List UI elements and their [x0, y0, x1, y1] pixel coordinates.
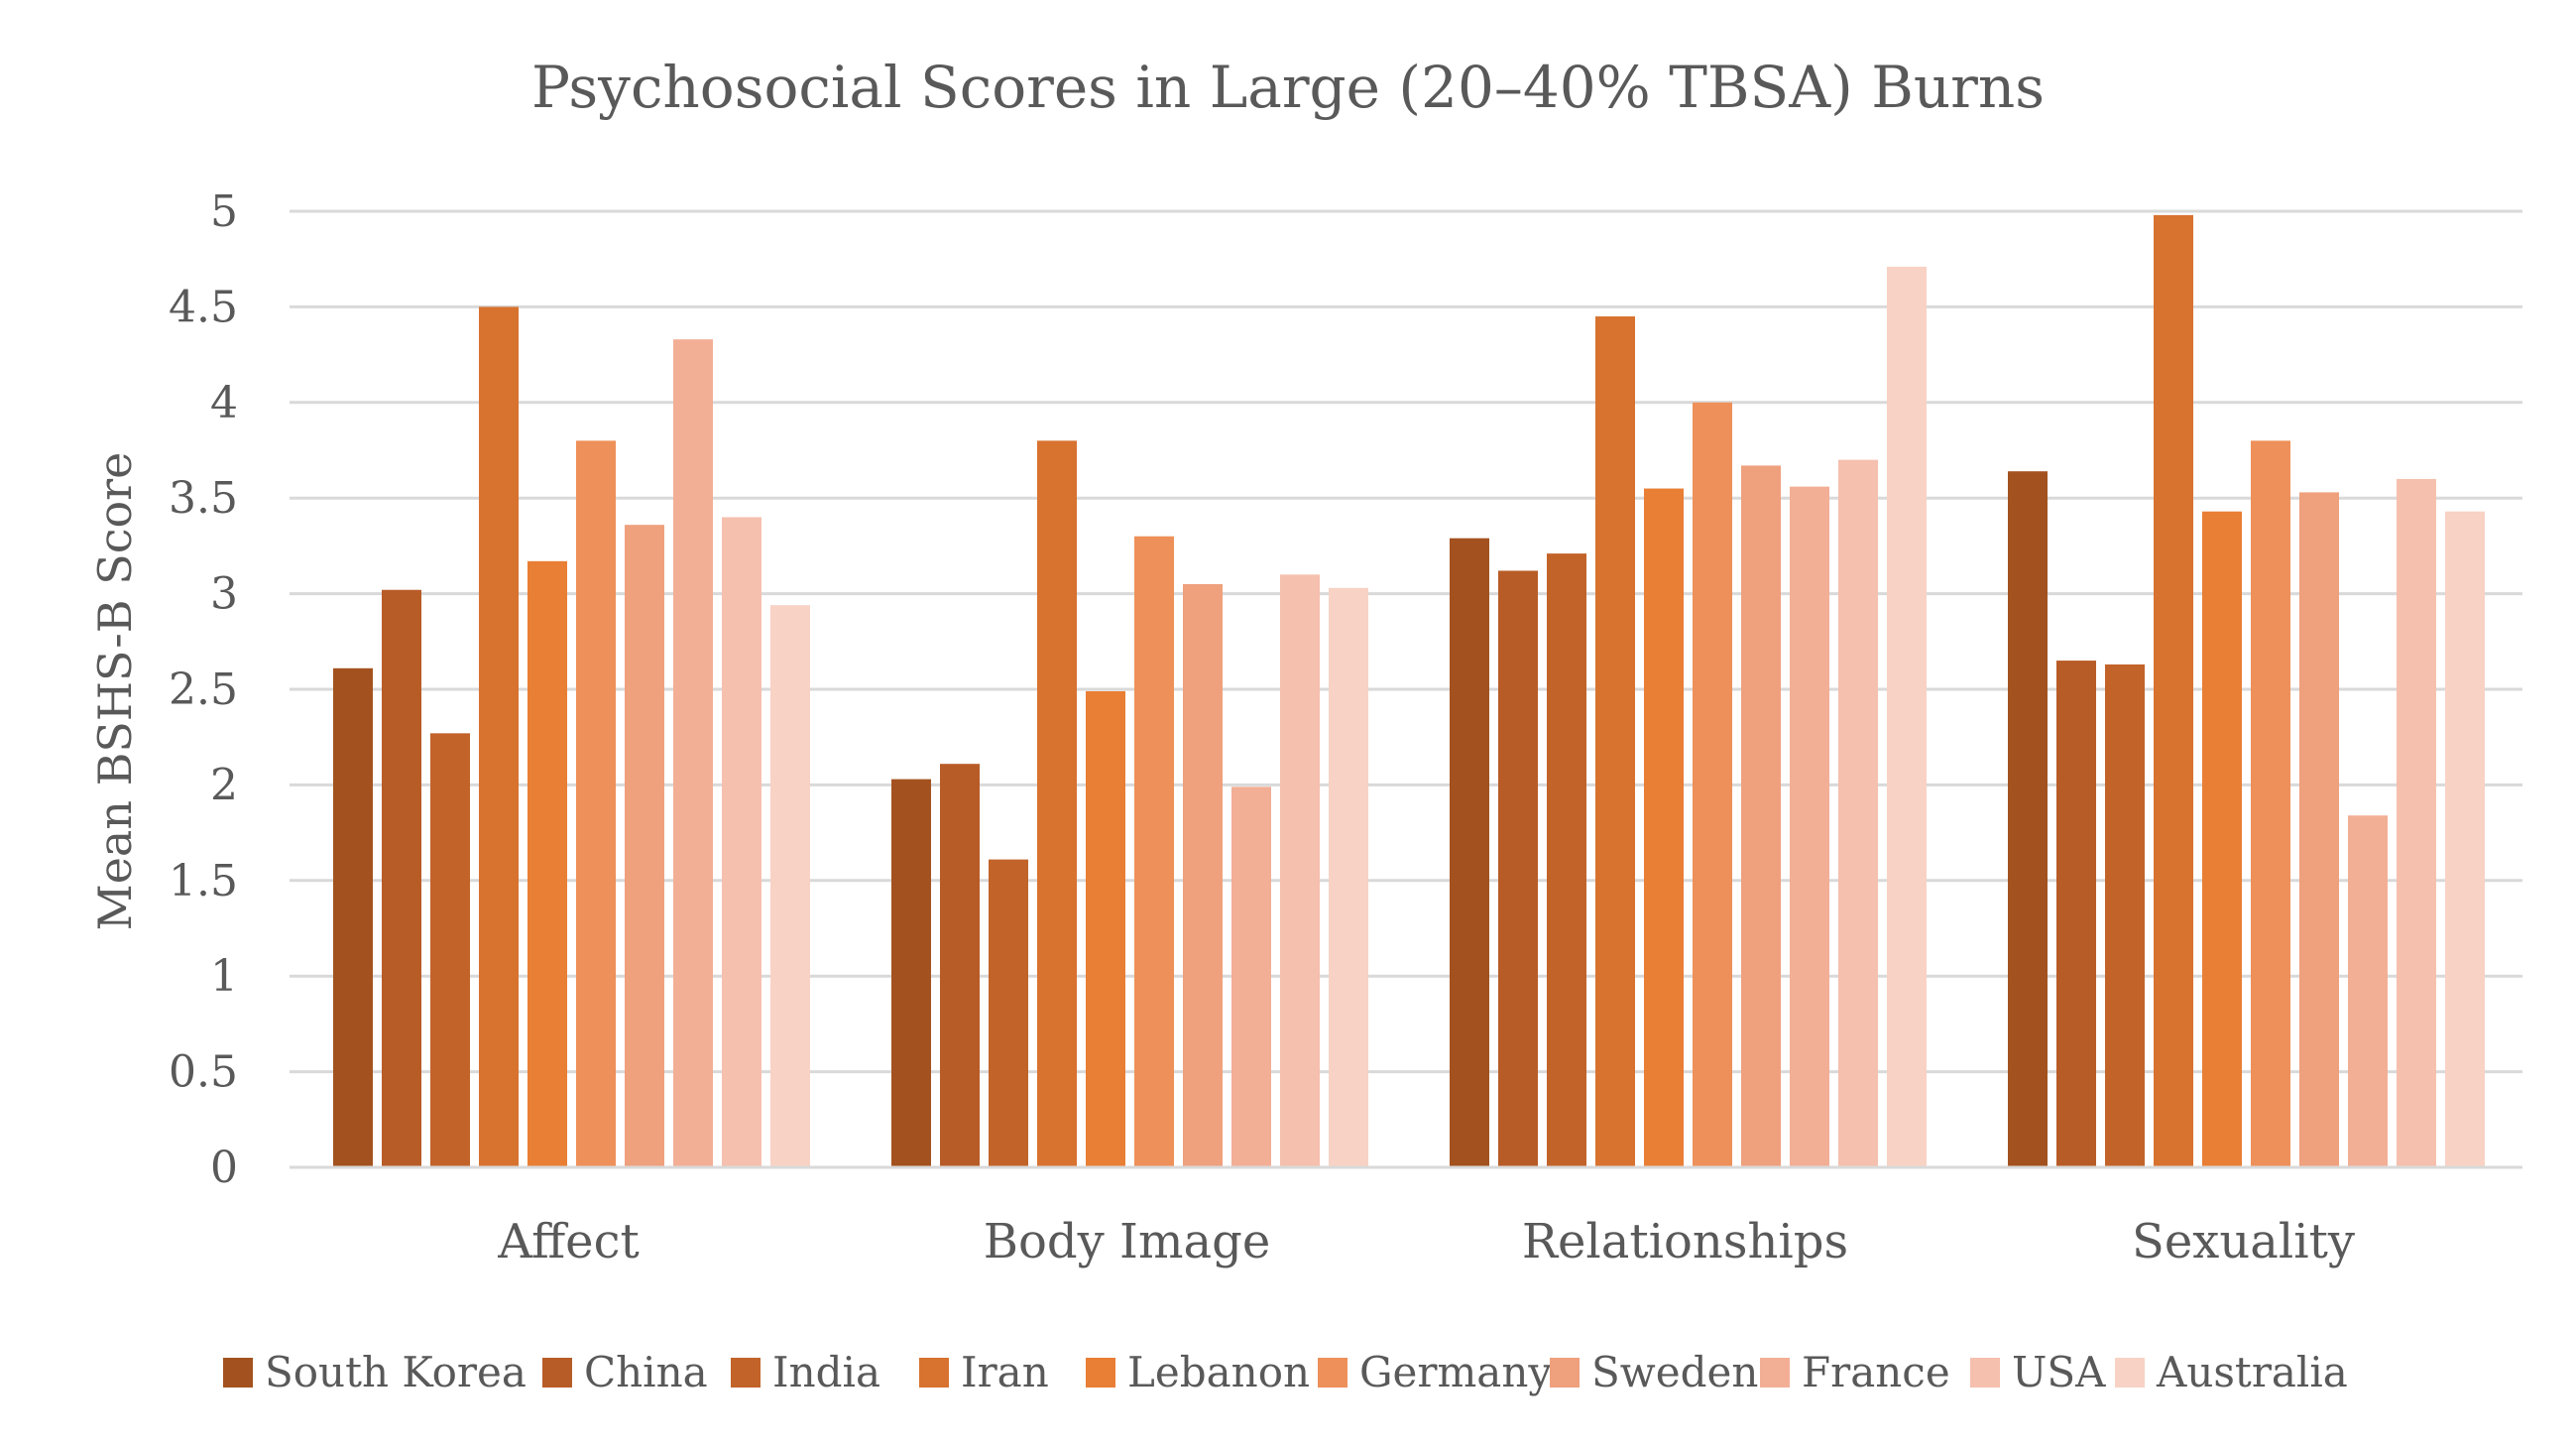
bar [430, 733, 470, 1167]
category-labels: Affect Body Image Relationships Sexuality [497, 1214, 2355, 1269]
legend-item: China [542, 1348, 708, 1396]
bar [1329, 587, 1368, 1167]
y-tick-label: 2.5 [169, 664, 238, 715]
legend-label: India [772, 1348, 880, 1396]
bar [625, 525, 664, 1167]
bar [1183, 583, 1223, 1167]
legend-swatch [1970, 1358, 2000, 1388]
legend-swatch [1550, 1358, 1580, 1388]
bar [527, 560, 567, 1167]
legend-swatch [731, 1358, 761, 1388]
legend-item: Australia [2115, 1348, 2348, 1396]
legend-label: Lebanon [1127, 1348, 1310, 1396]
legend: South Korea China India Iran Lebanon Germany S… [223, 1348, 2348, 1396]
legend-item: France [1760, 1348, 1950, 1396]
y-axis-label: Mean BSHS-B Score [88, 452, 142, 931]
bar [891, 779, 931, 1167]
category-label: Affect [497, 1214, 640, 1269]
bar [1887, 266, 1927, 1167]
bar [989, 859, 1028, 1167]
bar [1450, 538, 1489, 1167]
legend-swatch [919, 1358, 949, 1388]
bar [1547, 553, 1586, 1167]
legend-item: Germany [1318, 1348, 1552, 1396]
legend-item: South Korea [223, 1348, 527, 1396]
bar [2105, 664, 2145, 1167]
bar [1595, 316, 1635, 1167]
bar [2008, 471, 2048, 1167]
bar [1231, 786, 1271, 1167]
bar [1086, 690, 1125, 1167]
bar [940, 764, 980, 1167]
bar [576, 440, 616, 1167]
bar [2397, 478, 2436, 1167]
y-tick-label: 0.5 [169, 1047, 238, 1098]
bar [2056, 661, 2096, 1167]
legend-item: Sweden [1550, 1348, 1758, 1396]
bar [2202, 511, 2242, 1167]
legend-swatch [2115, 1358, 2145, 1388]
bar [673, 339, 713, 1167]
bar [2445, 511, 2485, 1167]
bar [2154, 214, 2193, 1167]
bar [1790, 486, 1829, 1168]
legend-label: Iran [961, 1348, 1049, 1396]
category-label: Body Image [984, 1214, 1271, 1269]
legend-label: Australia [2156, 1348, 2348, 1396]
legend-swatch [1318, 1358, 1347, 1388]
bar [382, 589, 421, 1167]
legend-item: USA [1970, 1348, 2106, 1396]
bar [479, 306, 519, 1167]
bar [2348, 815, 2388, 1167]
legend-item: India [731, 1348, 880, 1396]
category-label: Sexuality [2132, 1214, 2355, 1269]
bar [1693, 402, 1732, 1167]
legend-label: Sweden [1591, 1348, 1758, 1396]
y-tick-label: 2 [210, 760, 238, 810]
y-axis-ticks: 0 0.5 1 1.5 2 2.5 3 3.5 4 4.5 5 [169, 186, 238, 1193]
bar [1741, 465, 1781, 1167]
y-tick-label: 5 [210, 186, 238, 237]
legend-label: France [1802, 1348, 1950, 1396]
y-tick-label: 4.5 [169, 282, 238, 332]
bar [1498, 570, 1538, 1167]
legend-swatch [1086, 1358, 1115, 1388]
bar [2251, 440, 2290, 1167]
y-tick-label: 1 [210, 951, 238, 1002]
bar [1037, 440, 1077, 1167]
bar [1134, 536, 1174, 1167]
legend-label: China [584, 1348, 708, 1396]
legend-swatch [542, 1358, 572, 1388]
legend-label: South Korea [265, 1348, 527, 1396]
legend-swatch [1760, 1358, 1790, 1388]
bar [1838, 459, 1878, 1167]
bar [2299, 492, 2339, 1167]
y-tick-label: 1.5 [169, 856, 238, 906]
y-tick-label: 3.5 [169, 473, 238, 524]
y-tick-label: 4 [210, 378, 238, 428]
legend-swatch [223, 1358, 253, 1388]
legend-label: Germany [1359, 1348, 1552, 1396]
y-tick-label: 0 [210, 1143, 238, 1193]
bar [333, 667, 373, 1167]
legend-label: USA [2012, 1348, 2106, 1396]
bar [1644, 488, 1684, 1167]
category-label: Relationships [1522, 1214, 1848, 1269]
bar [722, 517, 761, 1167]
legend-item: Iran [919, 1348, 1049, 1396]
y-tick-label: 3 [210, 569, 238, 620]
bar [1280, 574, 1320, 1167]
chart-title: Psychosocial Scores in Large (20–40% TBS… [531, 54, 2045, 121]
bars [333, 214, 2485, 1168]
legend-item: Lebanon [1086, 1348, 1310, 1396]
bar [770, 605, 810, 1167]
